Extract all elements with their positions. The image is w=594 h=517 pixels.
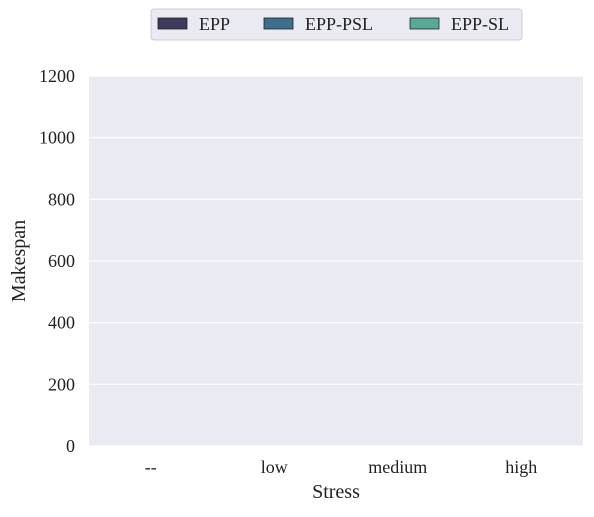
y-tick-label: 1200 xyxy=(39,66,75,86)
legend-swatch xyxy=(263,17,294,30)
x-tick-labels: -- low medium high xyxy=(145,457,538,477)
y-tick-label: 0 xyxy=(66,436,75,456)
y-tick-label: 400 xyxy=(48,313,75,333)
y-tick-labels: 0 200 400 600 800 1000 1200 xyxy=(39,66,75,456)
grid-lines xyxy=(89,75,583,447)
y-tick-label: 800 xyxy=(48,189,75,209)
legend-label: EPP-PSL xyxy=(305,14,373,34)
legend-frame xyxy=(150,8,523,41)
y-tick-label: 600 xyxy=(48,251,75,271)
legend-swatch xyxy=(157,17,188,30)
y-axis-label: Makespan xyxy=(8,220,30,302)
x-axis-label: Stress xyxy=(312,481,360,503)
legend-swatch xyxy=(409,17,440,30)
legend-label: EPP xyxy=(199,14,230,34)
y-tick-label: 200 xyxy=(48,374,75,394)
x-tick-label: low xyxy=(261,457,288,477)
x-tick-label: medium xyxy=(368,457,427,477)
x-tick-label: high xyxy=(505,457,537,477)
legend-label: EPP-SL xyxy=(451,14,509,34)
y-tick-label: 1000 xyxy=(39,128,75,148)
legend: EPP EPP-PSL EPP-SL xyxy=(150,8,523,41)
x-tick-label: -- xyxy=(145,457,157,477)
